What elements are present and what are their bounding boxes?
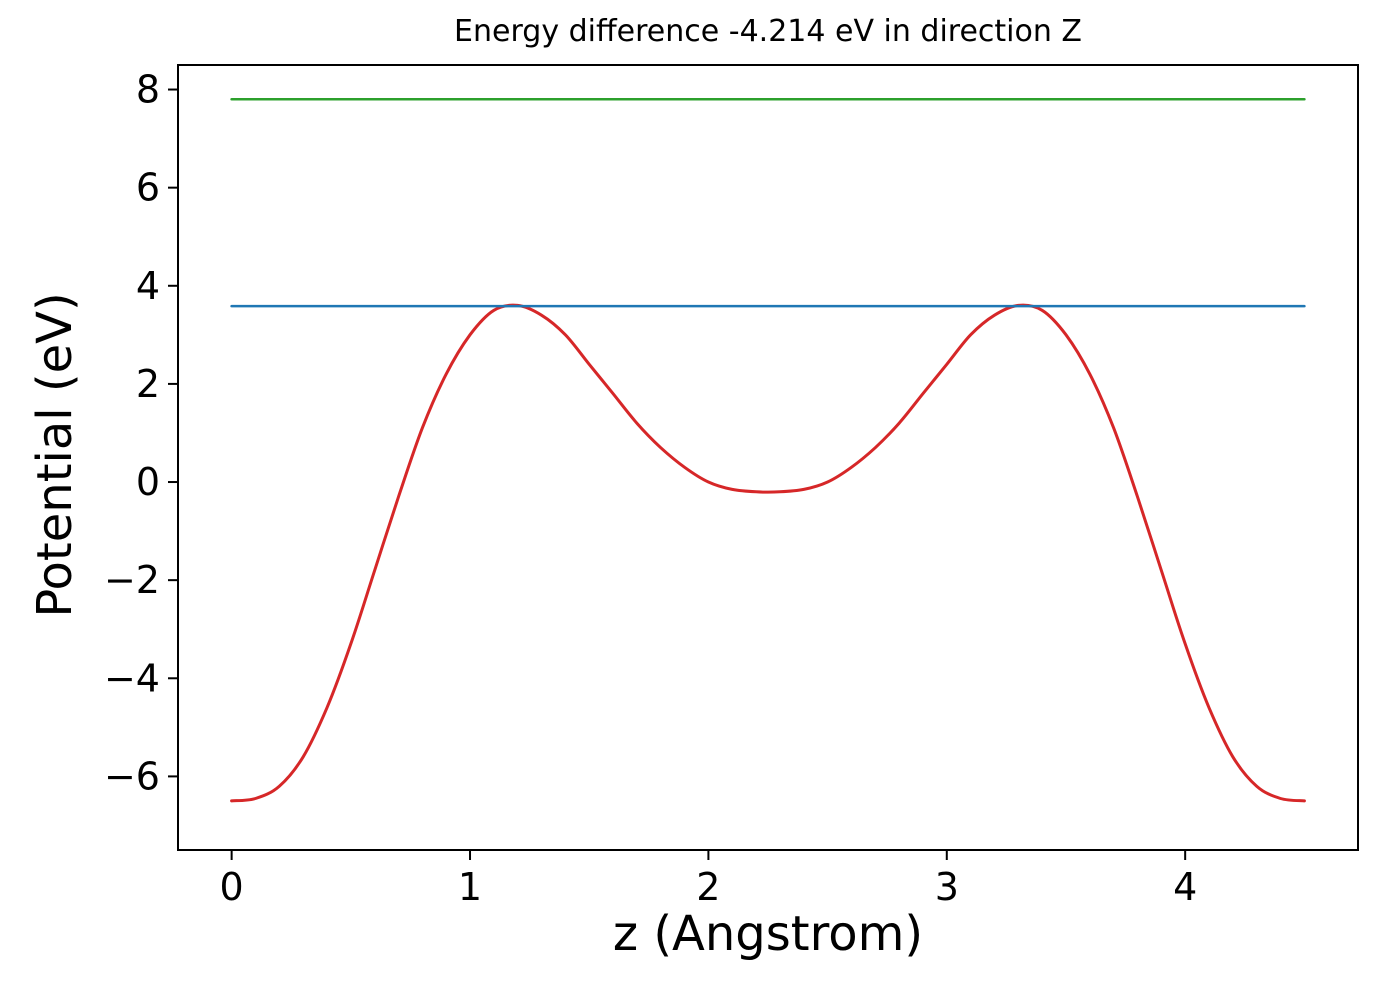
plot-frame [177, 64, 1359, 851]
potential-curve [230, 303, 1306, 803]
y-axis-label: Potential (eV) [27, 292, 83, 618]
y-tick-label: 8 [136, 68, 160, 112]
x-tick-label: 4 [1173, 865, 1197, 909]
y-tick-label: −2 [104, 558, 160, 602]
x-tick-label: 0 [220, 865, 244, 909]
y-tick-label: 4 [136, 264, 160, 308]
x-tick-label: 2 [696, 865, 720, 909]
x-axis-label: z (Angstrom) [612, 906, 924, 962]
y-tick-label: 6 [136, 166, 160, 210]
chart-title: Energy difference -4.214 eV in direction… [454, 14, 1082, 49]
y-tick-label: 2 [136, 362, 160, 406]
y-tick-label: −6 [104, 754, 160, 798]
x-tick-label: 1 [458, 865, 482, 909]
y-tick-label: −4 [104, 656, 160, 700]
y-tick-label: 0 [136, 460, 160, 504]
x-tick-label: 3 [935, 865, 959, 909]
